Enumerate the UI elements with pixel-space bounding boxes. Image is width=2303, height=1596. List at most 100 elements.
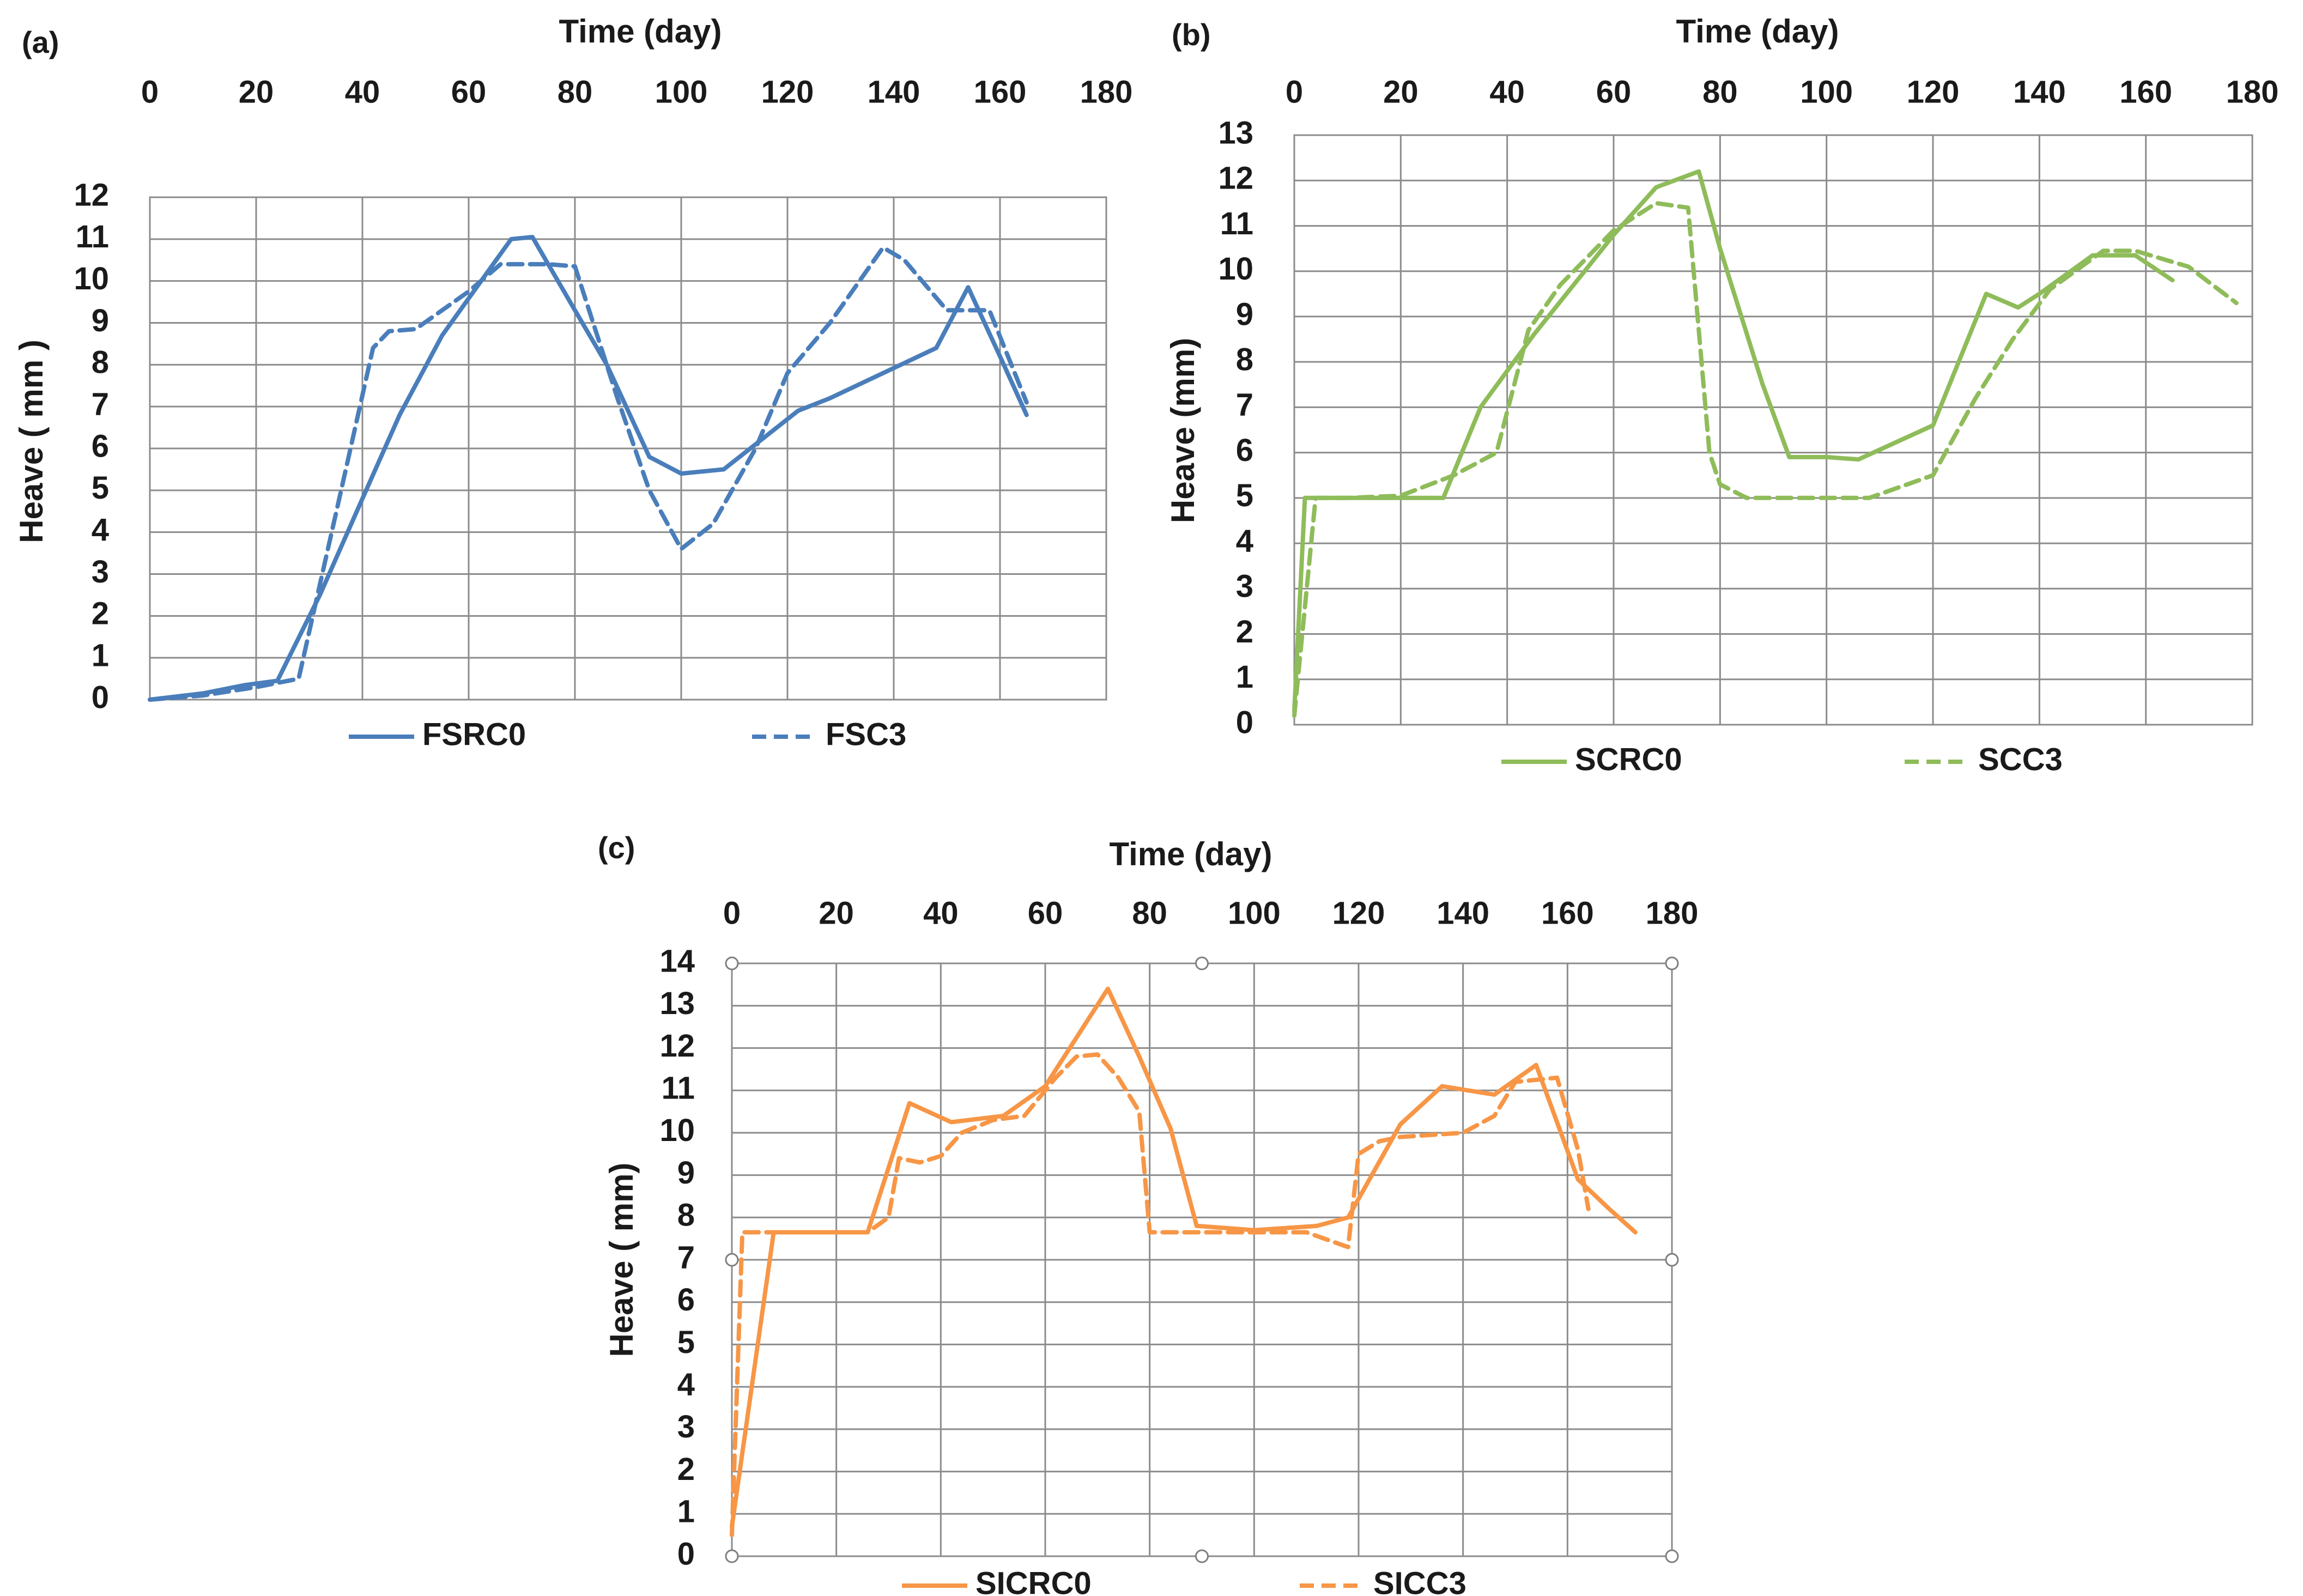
resize-handle[interactable] — [1195, 956, 1209, 970]
y-tick-label: 5 — [677, 1325, 695, 1360]
y-tick-label: 11 — [76, 219, 109, 254]
y-axis-title: Heave (mm) — [1165, 338, 1201, 523]
x-tick-label: 60 — [1596, 74, 1632, 110]
x-tick-label: 180 — [1080, 74, 1133, 110]
resize-handle[interactable] — [1665, 1549, 1679, 1563]
resize-handle[interactable] — [1665, 1253, 1679, 1267]
y-tick-label: 9 — [92, 303, 109, 338]
y-tick-label: 7 — [1236, 387, 1253, 423]
y-tick-label: 4 — [677, 1367, 695, 1402]
y-tick-label: 3 — [677, 1409, 695, 1445]
y-tick-label: 7 — [92, 386, 109, 422]
y-tick-label: 5 — [92, 470, 109, 506]
x-axis-title: Time (day) — [559, 13, 722, 50]
y-tick-label: 11 — [662, 1070, 695, 1106]
series-line-sicrc0 — [730, 986, 1638, 1529]
y-tick-label: 10 — [659, 1113, 695, 1148]
x-axis-title: Time (day) — [1676, 13, 1839, 50]
x-tick-label: 60 — [451, 74, 487, 110]
y-tick-label: 14 — [659, 943, 695, 979]
y-tick-label: 3 — [92, 554, 109, 590]
x-tick-label: 40 — [345, 74, 380, 110]
resize-handle[interactable] — [1665, 956, 1679, 970]
y-tick-label: 4 — [92, 512, 109, 548]
y-tick-label: 1 — [677, 1494, 695, 1530]
y-tick-label: 3 — [1236, 569, 1253, 604]
x-tick-label: 20 — [1383, 74, 1419, 110]
series-line-scrc0 — [1292, 169, 2175, 713]
series-line-fsrc0 — [148, 235, 1029, 702]
chart-panel-b: 0 20 40 60 80 100 120 140 160 1800123456789101112… — [1165, 13, 2279, 777]
y-tick-label: 10 — [1218, 251, 1253, 287]
y-axis-title: Heave ( mm ) — [13, 339, 50, 543]
y-tick-label: 10 — [74, 261, 109, 296]
resize-handle[interactable] — [725, 956, 739, 970]
series-line-scc3 — [1292, 201, 2239, 718]
y-tick-label: 7 — [677, 1240, 695, 1275]
x-tick-label: 20 — [239, 74, 274, 110]
panel-label: (b) — [1172, 17, 1211, 52]
x-tick-label: 20 — [819, 895, 854, 931]
legend-label: SCC3 — [1978, 742, 2063, 777]
y-tick-label: 13 — [659, 986, 695, 1021]
resize-handle[interactable] — [725, 1549, 739, 1563]
panel-label: (a) — [22, 25, 59, 59]
y-tick-label: 8 — [677, 1198, 695, 1233]
x-tick-label: 180 — [2226, 74, 2279, 110]
x-tick-label: 0 — [141, 74, 159, 110]
legend-label: FSC3 — [826, 717, 906, 752]
x-tick-label: 120 — [1907, 74, 1960, 110]
y-tick-label: 5 — [1236, 478, 1253, 513]
x-tick-label: 100 — [1800, 74, 1853, 110]
x-tick-label: 0 — [723, 895, 741, 931]
resize-handle[interactable] — [1195, 1549, 1209, 1563]
y-tick-label: 6 — [92, 428, 109, 464]
x-tick-label: 140 — [2013, 74, 2066, 110]
x-tick-label: 140 — [1437, 895, 1489, 931]
plot-area-frame — [1293, 134, 2253, 726]
y-tick-label: 12 — [1218, 161, 1253, 196]
y-tick-label: 6 — [1236, 433, 1253, 468]
y-tick-label: 6 — [677, 1282, 695, 1318]
x-tick-label: 40 — [923, 895, 959, 931]
x-tick-label: 80 — [1702, 74, 1738, 110]
x-tick-label: 0 — [1286, 74, 1303, 110]
x-tick-label: 160 — [2119, 74, 2172, 110]
x-tick-label: 40 — [1489, 74, 1525, 110]
series-line-sicc3 — [730, 1052, 1591, 1538]
y-tick-label: 8 — [92, 345, 109, 380]
plot-area-frame — [149, 196, 1107, 701]
y-tick-label: 1 — [1236, 659, 1253, 695]
y-tick-label: 12 — [659, 1028, 695, 1064]
y-tick-label: 0 — [677, 1536, 695, 1571]
x-tick-label: 120 — [761, 74, 814, 110]
chart-panel-c: 0 20 40 60 80 100 120 140 160 1800123456789101112… — [598, 830, 1698, 1596]
panel-label: (c) — [598, 830, 635, 865]
chart-panel-a: 0 20 40 60 80 100 120 140 160 1800123456789101112… — [13, 13, 1133, 752]
x-tick-label: 60 — [1028, 895, 1063, 931]
y-tick-label: 0 — [92, 679, 109, 715]
x-tick-label: 120 — [1332, 895, 1385, 931]
legend-label: FSRC0 — [422, 717, 526, 752]
resize-handle[interactable] — [725, 1253, 739, 1267]
y-tick-label: 11 — [1220, 206, 1253, 241]
x-tick-label: 100 — [1228, 895, 1281, 931]
y-tick-label: 12 — [74, 177, 109, 213]
y-axis-title: Heave ( mm) — [603, 1163, 640, 1357]
series-line-fsc3 — [148, 245, 1029, 702]
legend-label: SICRC0 — [975, 1565, 1092, 1596]
legend-label: SCRC0 — [1575, 742, 1682, 777]
x-axis-title: Time (day) — [1110, 836, 1272, 872]
x-tick-label: 160 — [1541, 895, 1594, 931]
x-tick-label: 80 — [1132, 895, 1167, 931]
y-tick-label: 4 — [1236, 523, 1253, 559]
y-tick-label: 13 — [1218, 115, 1253, 150]
y-tick-label: 0 — [1236, 705, 1253, 740]
x-tick-label: 180 — [1646, 895, 1699, 931]
x-tick-label: 160 — [974, 74, 1027, 110]
y-tick-label: 8 — [1236, 342, 1253, 377]
y-tick-label: 2 — [92, 596, 109, 632]
y-tick-label: 1 — [92, 638, 109, 673]
x-tick-label: 100 — [655, 74, 708, 110]
